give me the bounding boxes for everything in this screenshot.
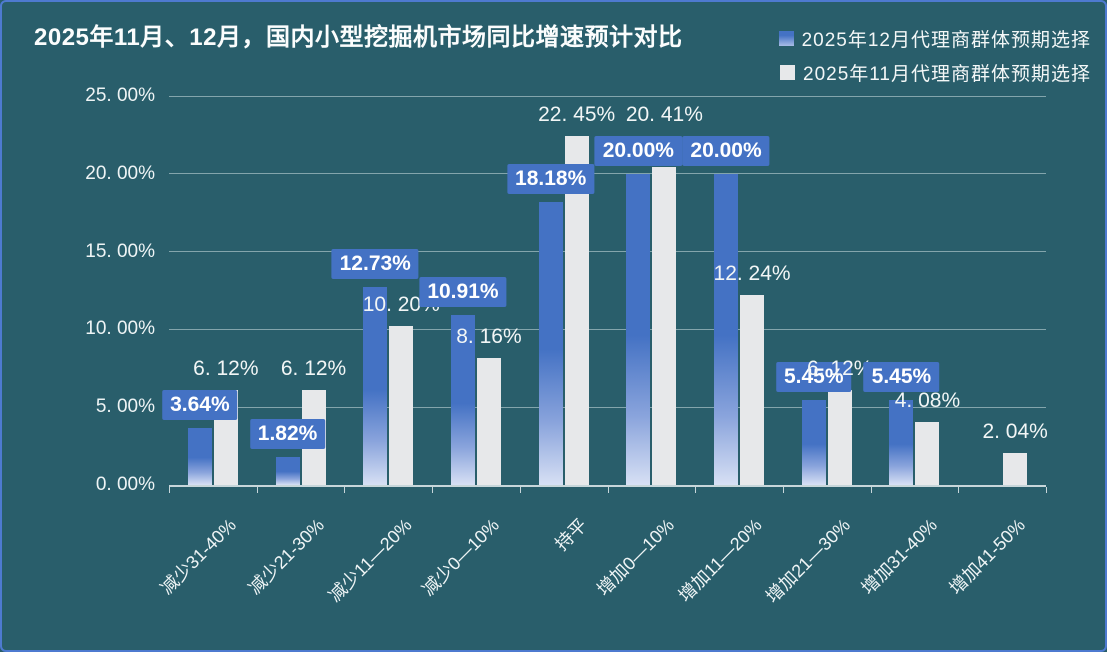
legend-dec-swatch — [778, 30, 794, 46]
x-category-label: 减少0—10% — [418, 514, 503, 600]
bar-nov-label: 6. 12% — [807, 356, 873, 380]
legend-nov-label: 2025年11月代理商群体预期选择 — [803, 63, 1091, 85]
bar-nov — [389, 326, 414, 485]
x-axis-tick — [1046, 487, 1047, 493]
bar-dec-label: 5.45% — [775, 362, 852, 393]
legend-item-dec: 2025年12月代理商群体预期选择 — [778, 24, 1091, 52]
bar-dec — [801, 400, 826, 485]
x-axis-tick — [432, 487, 434, 493]
bar-dec-label: 18.18% — [507, 164, 595, 195]
y-axis-label: 5. 00% — [95, 396, 155, 418]
x-axis-tick — [256, 487, 258, 493]
y-axis-label: 15. 00% — [85, 240, 155, 262]
gridline — [169, 328, 1046, 330]
x-category-label: 减少31-40% — [156, 514, 240, 599]
x-axis-line — [169, 485, 1046, 487]
y-axis-label: 10. 00% — [85, 318, 155, 340]
x-category-label: 增加21—30% — [761, 514, 854, 607]
bar-nov-label: 12. 24% — [713, 261, 791, 285]
bar-nov-label: 20. 41% — [625, 103, 703, 126]
page-title: 2025年11月、12月，国内小型挖掘机市场同比增速预计对比 — [34, 24, 683, 51]
x-category-label: 减少11—20% — [324, 514, 416, 606]
gridline — [169, 95, 1046, 97]
y-axis-label: 0. 00% — [95, 474, 155, 495]
bar-dec — [538, 202, 563, 485]
legend-dec-label: 2025年12月代理商群体预期选择 — [801, 29, 1091, 51]
bar-nov-label: 6. 12% — [193, 356, 259, 380]
legend: 2025年12月代理商群体预期选择 2025年11月代理商群体预期选择 — [778, 24, 1091, 92]
x-category-label: 增加0—10% — [593, 514, 679, 600]
bar-dec — [450, 315, 475, 485]
gridline — [169, 406, 1046, 408]
bar-dec — [187, 428, 212, 485]
bar-nov-label: 2. 04% — [982, 420, 1048, 444]
x-axis-tick — [169, 487, 170, 493]
bar-dec-label: 5.45% — [863, 362, 940, 393]
gridline — [169, 251, 1046, 253]
bar-nov-label: 22. 45% — [538, 102, 616, 126]
x-axis-tick — [870, 487, 872, 493]
bar-nov-label: 8. 16% — [456, 325, 522, 349]
x-category-label: 增加31-40% — [857, 514, 942, 599]
bar-nov — [652, 167, 677, 485]
x-category-label: 增加41-50% — [945, 514, 1030, 599]
y-axis-label: 20. 00% — [85, 162, 155, 184]
x-category-label: 减少21-30% — [244, 514, 328, 599]
x-axis-tick — [519, 487, 521, 493]
bar-nov — [740, 294, 765, 485]
x-axis-tick — [695, 487, 697, 493]
bar-dec-label: 3.64% — [162, 390, 238, 421]
x-axis-tick — [344, 487, 346, 493]
bar-dec — [714, 173, 739, 485]
bar-dec-label: 10.91% — [419, 277, 507, 308]
bar-dec-label: 1.82% — [249, 418, 326, 449]
bar-dec-label: 12.73% — [331, 248, 419, 279]
bar-dec — [275, 456, 300, 485]
bar-nov — [827, 389, 852, 485]
bar-nov-label: 6. 12% — [280, 356, 347, 380]
bar-nov — [915, 421, 940, 485]
x-category-label: 持平 — [551, 514, 591, 555]
bar-dec-label: 20.00% — [682, 135, 770, 166]
bar-nov — [476, 358, 501, 485]
bar-nov — [1003, 453, 1028, 485]
bar-dec — [626, 173, 651, 485]
x-axis-tick — [958, 487, 960, 493]
legend-item-nov: 2025年11月代理商群体预期选择 — [779, 58, 1091, 86]
bar-nov-label: 4. 08% — [894, 388, 961, 412]
x-axis-tick — [782, 487, 784, 493]
x-axis-tick — [607, 487, 609, 493]
y-axis-label: 25. 00% — [85, 85, 155, 106]
bar-dec — [889, 400, 914, 485]
bar-dec-label: 20.00% — [594, 135, 682, 166]
x-category-label: 增加11—20% — [675, 514, 767, 606]
legend-nov-swatch — [780, 64, 795, 80]
bar-dec — [363, 286, 388, 485]
gridline — [169, 173, 1046, 175]
